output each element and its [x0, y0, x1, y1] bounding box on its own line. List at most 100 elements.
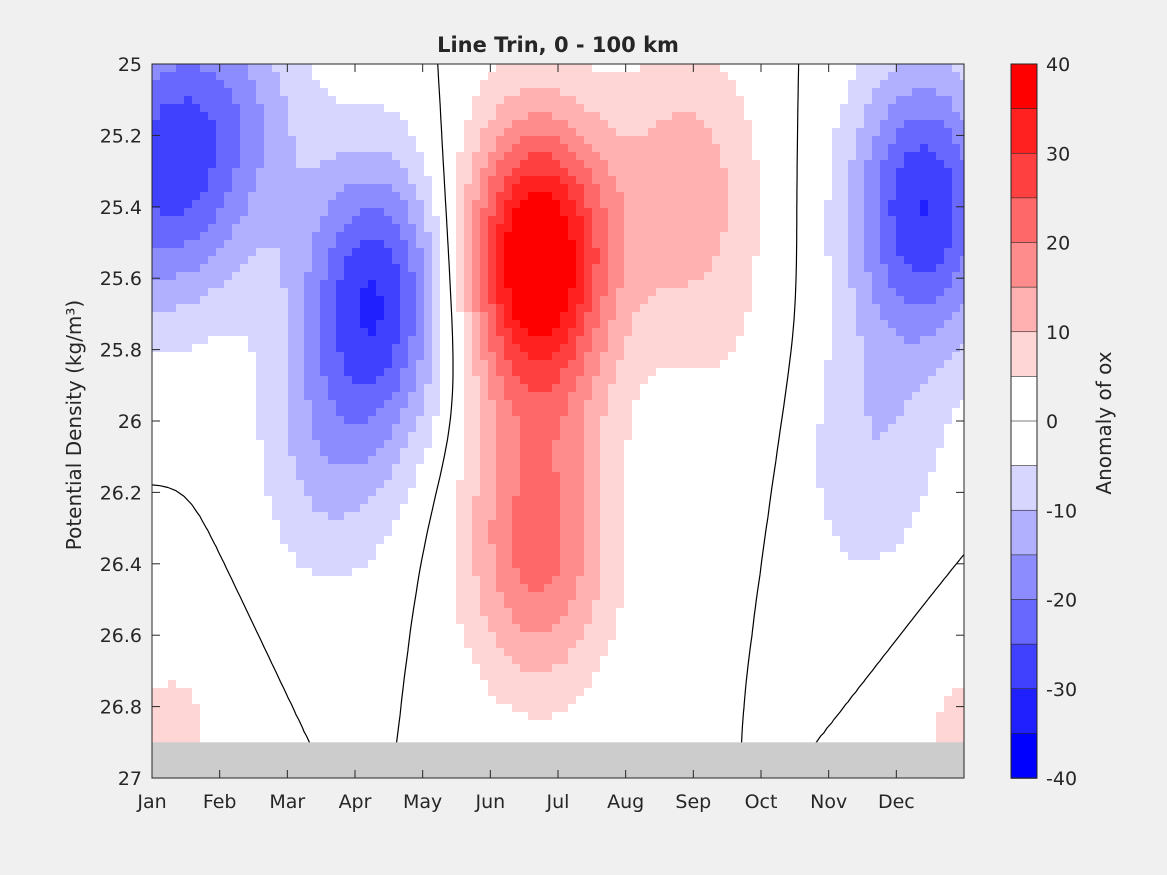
heatmap-cell	[840, 400, 849, 409]
heatmap-cell	[712, 408, 721, 417]
heatmap-cell	[672, 376, 681, 385]
heatmap-cell	[256, 144, 265, 153]
heatmap-cell	[352, 64, 361, 73]
heatmap-cell	[400, 88, 409, 97]
heatmap-cell	[352, 344, 361, 353]
heatmap-cell	[280, 272, 289, 281]
heatmap-cell	[624, 208, 633, 217]
heatmap-cell	[856, 432, 865, 441]
heatmap-cell	[368, 392, 377, 401]
heatmap-cell	[720, 200, 729, 209]
heatmap-cell	[360, 312, 369, 321]
heatmap-cell	[192, 80, 201, 89]
heatmap-cell	[928, 240, 937, 249]
heatmap-cell	[488, 128, 497, 137]
heatmap-cell	[728, 120, 737, 129]
heatmap-cell	[504, 240, 513, 249]
heatmap-cell	[488, 88, 497, 97]
heatmap-cell	[640, 64, 649, 73]
heatmap-cell	[688, 376, 697, 385]
heatmap-cell	[296, 80, 305, 89]
heatmap-cell	[320, 216, 329, 225]
heatmap-cell	[672, 104, 681, 113]
heatmap-cell	[216, 432, 225, 441]
heatmap-cell	[416, 312, 425, 321]
heatmap-cell	[904, 432, 913, 441]
heatmap-cell	[944, 72, 953, 81]
heatmap-cell	[472, 400, 481, 409]
heatmap-cell	[424, 352, 433, 361]
heatmap-cell	[448, 400, 457, 409]
heatmap-cell	[656, 208, 665, 217]
heatmap-cell	[896, 424, 905, 433]
heatmap-cell	[312, 320, 321, 329]
heatmap-cell	[872, 112, 881, 121]
heatmap-cell	[736, 320, 745, 329]
heatmap-cell	[496, 248, 505, 257]
heatmap-cell	[552, 96, 561, 105]
heatmap-cell	[752, 400, 761, 409]
heatmap-cell	[384, 200, 393, 209]
heatmap-cell	[376, 336, 385, 345]
heatmap-cell	[304, 200, 313, 209]
heatmap-cell	[936, 368, 945, 377]
heatmap-cell	[736, 160, 745, 169]
heatmap-cell	[664, 448, 673, 457]
heatmap-cell	[472, 256, 481, 265]
heatmap-cell	[824, 288, 833, 297]
heatmap-cell	[584, 152, 593, 161]
heatmap-cell	[952, 384, 961, 393]
heatmap-cell	[280, 232, 289, 241]
heatmap-cell	[272, 144, 281, 153]
heatmap-cell	[424, 384, 433, 393]
heatmap-cell	[528, 184, 537, 193]
heatmap-cell	[400, 80, 409, 89]
heatmap-cell	[536, 408, 545, 417]
heatmap-cell	[280, 352, 289, 361]
heatmap-cell	[328, 352, 337, 361]
heatmap-cell	[336, 344, 345, 353]
heatmap-cell	[840, 232, 849, 241]
heatmap-cell	[784, 120, 793, 129]
heatmap-cell	[472, 376, 481, 385]
heatmap-cell	[264, 176, 273, 185]
heatmap-cell	[640, 280, 649, 289]
heatmap-cell	[664, 280, 673, 289]
heatmap-cell	[744, 120, 753, 129]
heatmap-cell	[296, 344, 305, 353]
heatmap-cell	[736, 104, 745, 113]
heatmap-cell	[288, 152, 297, 161]
heatmap-cell	[712, 424, 721, 433]
heatmap-cell	[864, 296, 873, 305]
heatmap-cell	[712, 440, 721, 449]
heatmap-cell	[400, 128, 409, 137]
heatmap-cell	[840, 296, 849, 305]
heatmap-cell	[240, 312, 249, 321]
heatmap-cell	[472, 240, 481, 249]
heatmap-cell	[912, 312, 921, 321]
heatmap-cell	[560, 416, 569, 425]
heatmap-cell	[272, 152, 281, 161]
heatmap-cell	[232, 384, 241, 393]
heatmap-cell	[224, 96, 233, 105]
heatmap-cell	[208, 216, 217, 225]
heatmap-cell	[792, 304, 801, 313]
heatmap-cell	[232, 160, 241, 169]
heatmap-cell	[840, 416, 849, 425]
heatmap-cell	[936, 312, 945, 321]
heatmap-cell	[200, 104, 209, 113]
heatmap-cell	[544, 384, 553, 393]
heatmap-cell	[152, 104, 161, 113]
heatmap-cell	[232, 152, 241, 161]
heatmap-cell	[184, 160, 193, 169]
heatmap-cell	[344, 200, 353, 209]
heatmap-cell	[472, 120, 481, 129]
heatmap-cell	[504, 224, 513, 233]
heatmap-cell	[272, 312, 281, 321]
heatmap-cell	[488, 208, 497, 217]
heatmap-cell	[568, 200, 577, 209]
heatmap-cell	[232, 88, 241, 97]
heatmap-cell	[368, 248, 377, 257]
heatmap-cell	[752, 104, 761, 113]
heatmap-cell	[552, 296, 561, 305]
